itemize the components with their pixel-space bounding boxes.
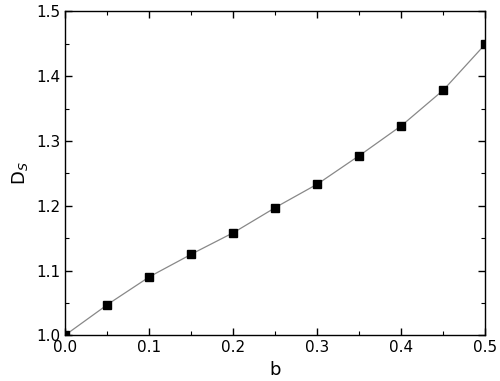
Y-axis label: D$_S$: D$_S$: [10, 162, 30, 185]
X-axis label: b: b: [269, 361, 281, 379]
